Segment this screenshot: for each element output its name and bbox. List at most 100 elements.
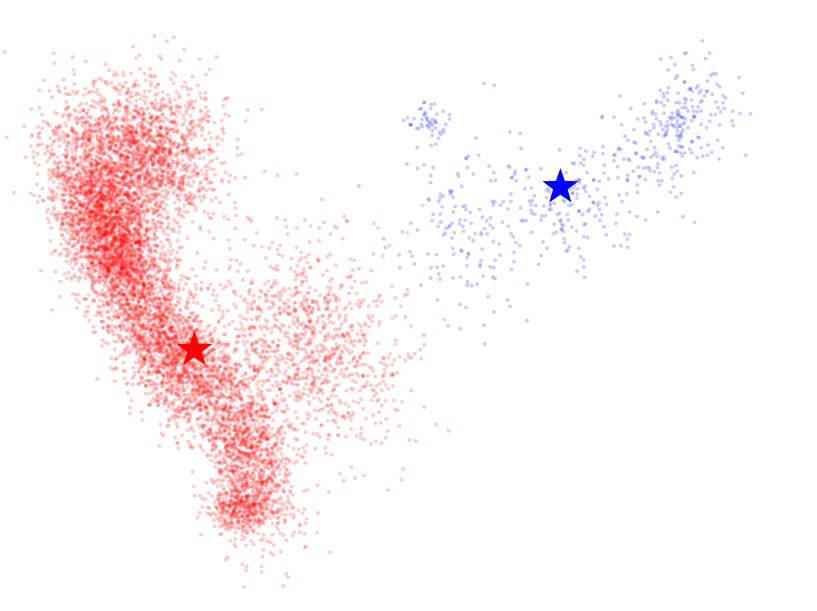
data-point	[98, 139, 103, 144]
data-point	[119, 169, 123, 174]
data-point	[134, 278, 138, 282]
data-point	[116, 128, 121, 133]
data-point	[211, 187, 216, 192]
data-point	[108, 293, 113, 297]
data-point	[130, 278, 135, 283]
data-point	[99, 221, 103, 226]
data-point	[211, 167, 216, 172]
data-point	[108, 171, 113, 176]
data-point	[114, 168, 119, 172]
data-point	[109, 209, 113, 214]
data-point	[182, 209, 187, 214]
data-point	[153, 93, 157, 98]
data-point	[179, 135, 184, 140]
data-point	[112, 170, 117, 175]
data-point	[221, 103, 226, 108]
data-point	[93, 235, 98, 239]
data-point	[59, 197, 63, 202]
data-point	[120, 130, 125, 135]
data-point	[161, 158, 166, 163]
data-point	[180, 123, 185, 128]
data-point	[203, 137, 207, 142]
data-point	[69, 146, 73, 151]
data-point	[83, 209, 88, 214]
data-point	[74, 227, 79, 232]
data-point	[102, 213, 107, 218]
data-point	[130, 210, 135, 215]
data-point	[212, 120, 217, 125]
data-point	[64, 229, 68, 233]
data-point	[66, 134, 70, 139]
data-point	[83, 124, 87, 129]
data-point	[102, 100, 107, 104]
data-point	[111, 254, 116, 259]
data-point	[68, 92, 72, 97]
data-point	[124, 97, 129, 102]
data-point	[67, 205, 72, 210]
data-point	[81, 244, 86, 249]
data-point	[125, 206, 129, 211]
data-point	[113, 225, 118, 230]
data-point	[97, 179, 102, 184]
data-point	[120, 187, 125, 192]
data-point	[76, 279, 81, 284]
data-point	[96, 123, 101, 128]
data-point	[78, 173, 83, 178]
data-point	[124, 233, 128, 238]
data-point	[99, 130, 103, 135]
data-point	[70, 216, 74, 221]
data-point	[176, 193, 180, 198]
data-point	[127, 130, 132, 135]
data-point	[99, 233, 104, 237]
data-point	[123, 233, 128, 238]
data-point	[185, 236, 190, 241]
data-point	[186, 134, 190, 139]
data-point	[137, 241, 142, 246]
data-point	[117, 92, 122, 96]
data-point	[79, 101, 84, 106]
data-point	[195, 83, 200, 88]
data-point	[88, 129, 93, 133]
data-point	[99, 99, 104, 104]
data-point	[61, 77, 66, 82]
data-point	[121, 177, 125, 181]
data-point	[138, 67, 143, 71]
data-point	[108, 170, 112, 175]
data-point	[166, 259, 171, 263]
data-point	[94, 149, 99, 154]
data-point	[174, 124, 178, 128]
data-point	[109, 157, 113, 162]
data-point	[145, 194, 149, 198]
data-point	[151, 217, 156, 222]
data-point	[113, 251, 118, 255]
data-point	[157, 54, 162, 59]
data-point	[75, 163, 80, 168]
data-point	[123, 215, 128, 220]
data-point	[186, 174, 191, 179]
data-point	[72, 272, 77, 277]
data-point	[120, 234, 125, 239]
data-point	[106, 341, 111, 346]
data-point	[208, 166, 213, 171]
data-point	[84, 238, 89, 243]
data-point	[115, 247, 120, 252]
data-point	[226, 192, 231, 197]
data-point	[243, 119, 248, 124]
data-point	[79, 217, 84, 222]
data-point	[89, 133, 93, 137]
data-point	[126, 303, 131, 307]
data-point	[94, 134, 99, 139]
data-point	[64, 107, 69, 112]
data-point	[63, 212, 68, 216]
data-point	[127, 231, 132, 235]
data-point	[148, 157, 153, 162]
data-point	[85, 181, 90, 186]
data-point	[95, 168, 99, 173]
data-point	[144, 173, 149, 177]
data-point	[189, 122, 194, 126]
data-point	[56, 137, 61, 142]
data-point	[157, 224, 162, 229]
data-point	[89, 178, 94, 182]
data-point	[87, 245, 91, 250]
data-point	[114, 262, 119, 267]
